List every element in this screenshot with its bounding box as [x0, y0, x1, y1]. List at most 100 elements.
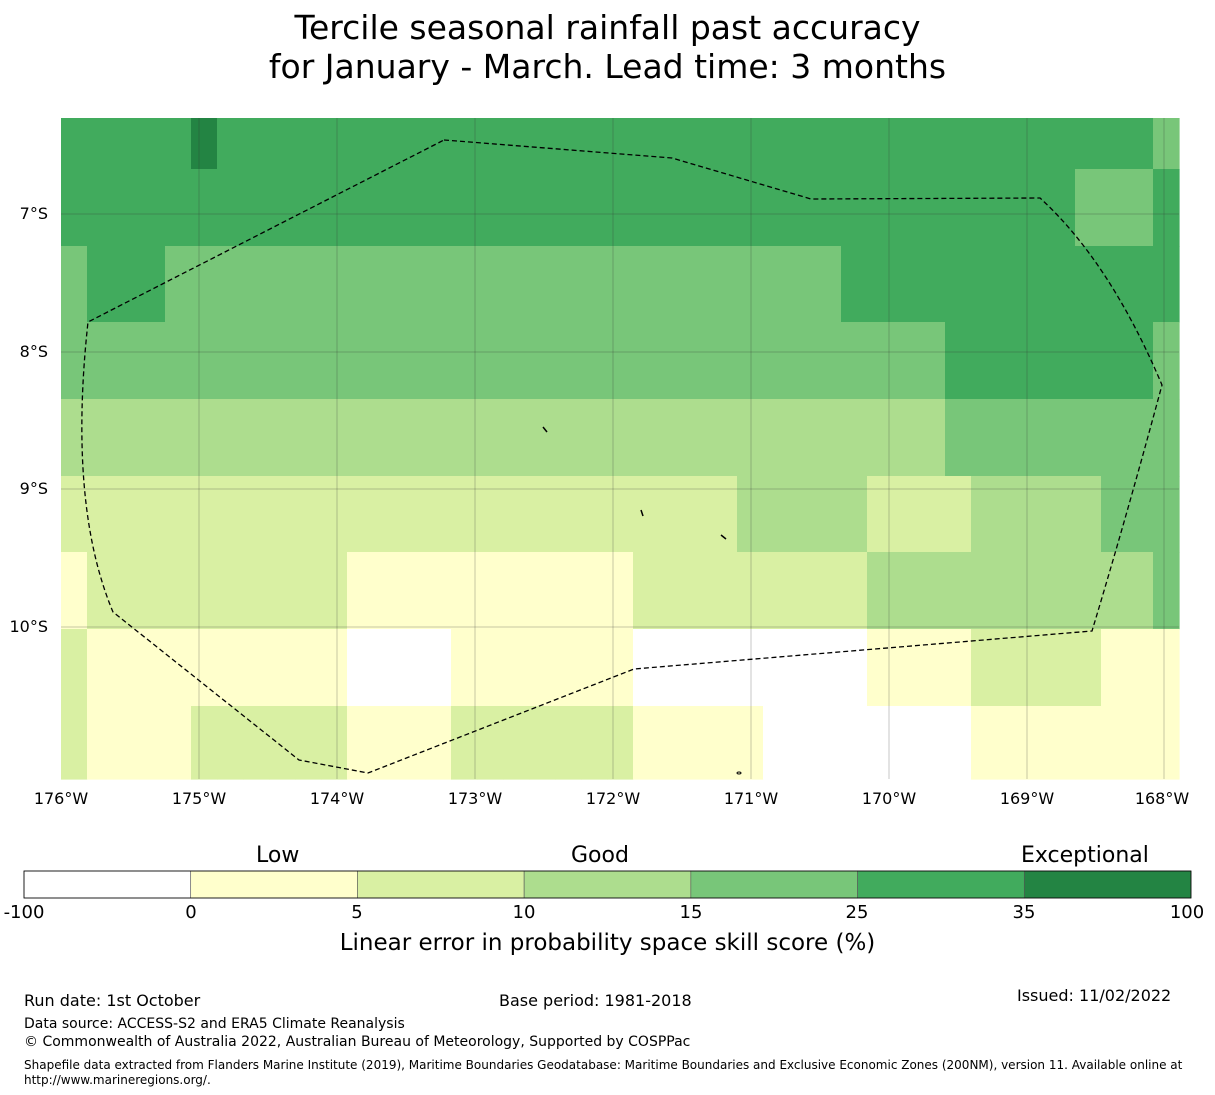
skill-cell — [425, 629, 452, 707]
skill-cell — [1049, 169, 1076, 247]
skill-cell — [503, 246, 530, 323]
skill-cell — [165, 629, 192, 707]
skill-cell — [893, 476, 920, 553]
skill-cell — [919, 476, 946, 553]
skill-cell — [87, 476, 114, 553]
skill-cell — [789, 322, 816, 400]
issued-date: Issued: 11/02/2022 — [1017, 986, 1172, 1005]
skill-cell — [347, 322, 374, 400]
skill-cell — [295, 476, 322, 553]
skill-cell — [919, 629, 946, 707]
skill-cell — [659, 629, 686, 707]
skill-cell — [165, 322, 192, 400]
skill-cell — [477, 629, 504, 707]
skill-cell — [997, 706, 1024, 780]
skill-cell — [269, 399, 296, 477]
skill-cell — [217, 118, 244, 170]
skill-cell — [581, 476, 608, 553]
skill-cell — [555, 552, 582, 630]
skill-cell — [503, 476, 530, 553]
skill-cell — [919, 706, 946, 780]
colorbar-tick: 5 — [351, 902, 363, 923]
skill-cell — [971, 552, 998, 630]
skill-cell — [763, 118, 790, 170]
skill-cell — [217, 399, 244, 477]
skill-cell — [529, 169, 556, 247]
skill-cell — [737, 706, 764, 780]
skill-cell — [1153, 399, 1180, 477]
skill-cell — [607, 552, 634, 630]
skill-cell — [945, 629, 972, 707]
skill-cell — [685, 706, 712, 780]
skill-cell — [685, 246, 712, 323]
skill-cell — [633, 476, 660, 553]
skill-cell — [997, 169, 1024, 247]
skill-cell — [737, 169, 764, 247]
skill-cell — [425, 246, 452, 323]
skill-cells — [61, 118, 1180, 780]
skill-cell — [945, 476, 972, 553]
skill-cell — [243, 476, 270, 553]
colorbar-tick: 10 — [512, 902, 536, 923]
skill-cell — [1101, 118, 1128, 170]
skill-cell — [945, 118, 972, 170]
skill-cell — [191, 118, 218, 170]
skill-cell — [113, 118, 140, 170]
skill-cell — [659, 169, 686, 247]
skill-cell — [529, 552, 556, 630]
skill-cell — [1075, 629, 1102, 707]
skill-cell — [659, 399, 686, 477]
skill-cell — [399, 629, 426, 707]
skill-cell — [217, 552, 244, 630]
skill-cell — [113, 246, 140, 323]
skill-cell — [165, 399, 192, 477]
skill-cell — [87, 399, 114, 477]
skill-cell — [373, 552, 400, 630]
skill-cell — [373, 399, 400, 477]
skill-cell — [425, 706, 452, 780]
skill-cell — [373, 476, 400, 553]
chart-title-line2: for January - March. Lead time: 3 months — [268, 47, 947, 86]
shapefile-credit-line1: Shapefile data extracted from Flanders M… — [24, 1058, 1183, 1072]
skill-cell — [763, 246, 790, 323]
skill-cell — [373, 118, 400, 170]
lat-label-10s: 10°S — [9, 617, 48, 636]
skill-cell — [737, 118, 764, 170]
skill-cell — [529, 118, 556, 170]
skill-cell — [425, 169, 452, 247]
skill-cell — [633, 322, 660, 400]
skill-cell — [1075, 322, 1102, 400]
skill-cell — [1101, 476, 1128, 553]
skill-cell — [737, 629, 764, 707]
skill-cell — [555, 706, 582, 780]
skill-cell — [711, 552, 738, 630]
skill-cell — [997, 118, 1024, 170]
lon-label-174w: 174°W — [309, 789, 365, 808]
skill-cell — [971, 169, 998, 247]
skill-cell — [841, 552, 868, 630]
skill-cell — [1049, 476, 1076, 553]
skill-cell — [399, 118, 426, 170]
skill-cell — [1075, 118, 1102, 170]
skill-cell — [269, 322, 296, 400]
skill-cell — [867, 322, 894, 400]
skill-cell — [919, 246, 946, 323]
skill-cell — [191, 322, 218, 400]
colorbar-tick: 100 — [1169, 902, 1205, 923]
skill-cell — [789, 552, 816, 630]
skill-cell — [867, 476, 894, 553]
skill-cell — [685, 552, 712, 630]
skill-cell — [503, 118, 530, 170]
skill-cell — [321, 322, 348, 400]
skill-cell — [503, 399, 530, 477]
skill-cell — [295, 322, 322, 400]
lon-label-171w: 171°W — [723, 789, 779, 808]
skill-cell — [581, 169, 608, 247]
skill-cell — [841, 246, 868, 323]
skill-cell — [451, 552, 478, 630]
skill-cell — [87, 552, 114, 630]
skill-cell — [945, 552, 972, 630]
skill-cell — [269, 246, 296, 323]
skill-cell — [217, 246, 244, 323]
skill-cell — [971, 322, 998, 400]
